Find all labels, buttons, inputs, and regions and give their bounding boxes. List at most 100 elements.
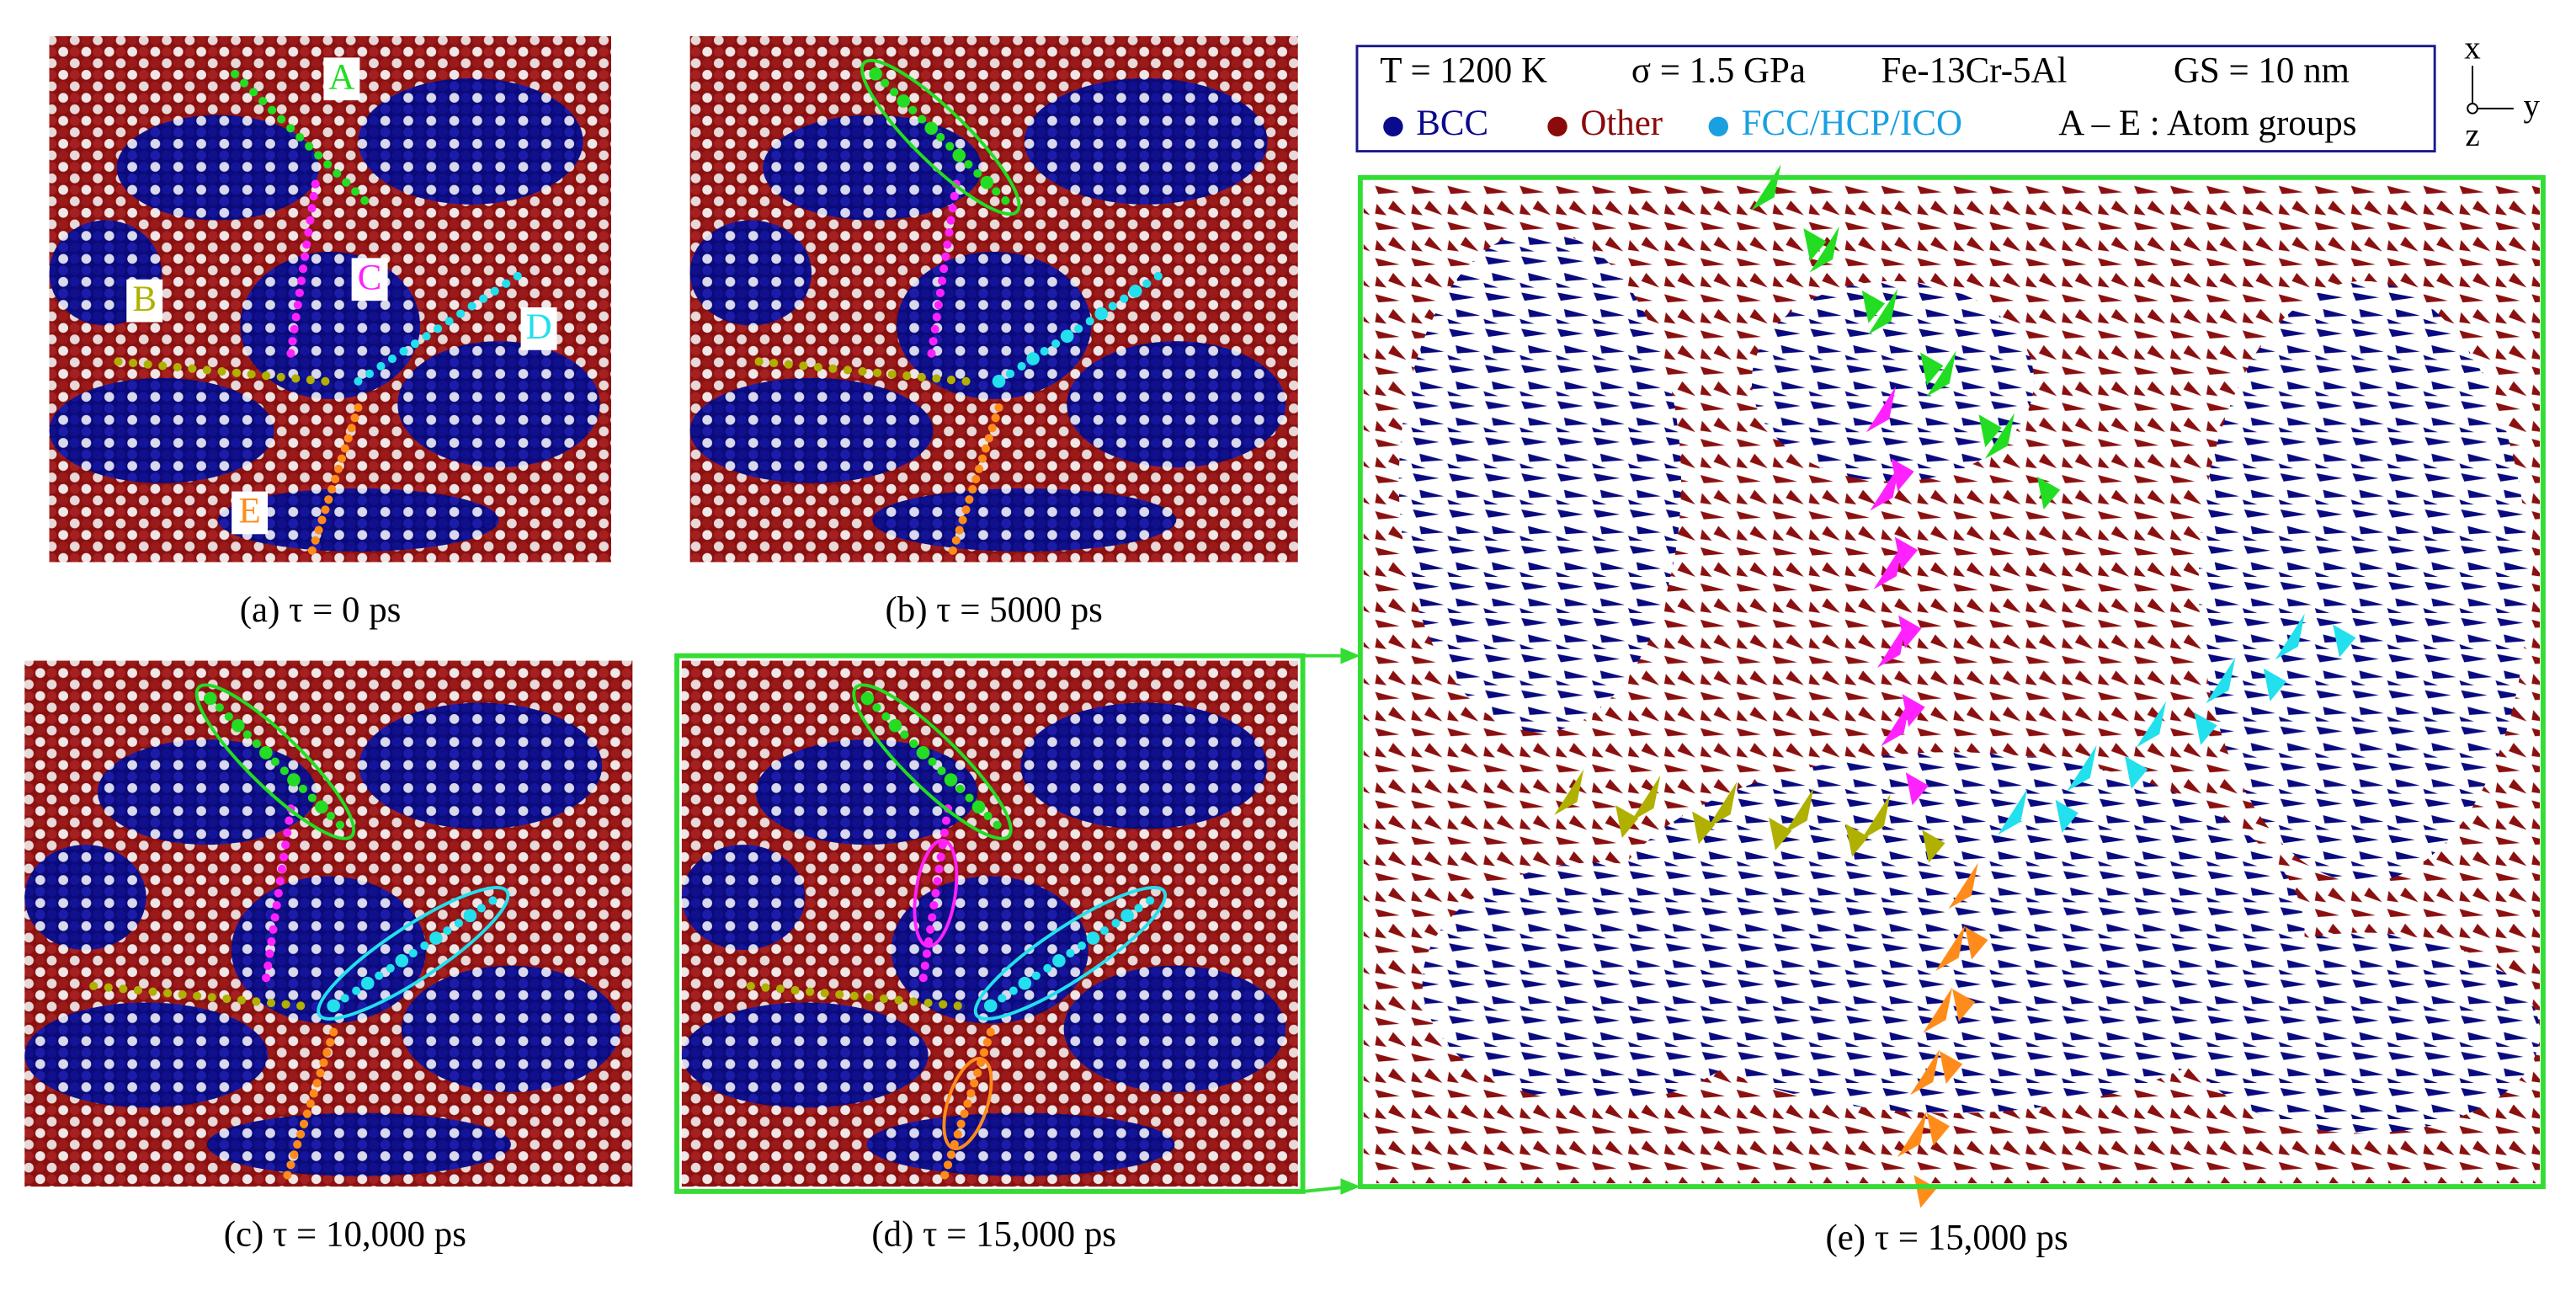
atom-group-atom xyxy=(934,864,944,874)
atom-group-atom xyxy=(922,949,932,958)
atom-group-atom xyxy=(133,985,143,995)
atom-group-atom xyxy=(301,252,310,261)
group-vector xyxy=(1784,787,1814,835)
atom-group-atom xyxy=(970,1079,979,1088)
highlight-frame xyxy=(1357,174,2546,1189)
panel-caption: (a) τ = 0 ps xyxy=(240,590,402,630)
atom-group-atom xyxy=(365,369,375,378)
atom-group-atom xyxy=(351,187,360,196)
bcc-region xyxy=(49,377,274,483)
atom-group-atom xyxy=(849,991,859,1000)
legend-condition: GS = 10 nm xyxy=(2174,51,2350,91)
atom-group-atom xyxy=(932,374,941,383)
atom-group-atom xyxy=(937,766,946,776)
atom-group-atom xyxy=(293,301,302,310)
atom-group-atom xyxy=(352,986,361,995)
atom-group-atom xyxy=(298,784,307,793)
atom-group-atom xyxy=(1043,963,1052,973)
atom-group-atom xyxy=(987,424,997,433)
atom-group-atom xyxy=(240,78,249,88)
atom-group-atom xyxy=(306,1099,315,1108)
atom-group-atom xyxy=(900,730,909,739)
group-vector xyxy=(1965,926,1988,960)
atom-group-atom xyxy=(939,1000,948,1009)
atom-group-atom xyxy=(360,196,370,205)
atom-group-atom xyxy=(746,981,755,991)
atom-group-atom xyxy=(279,766,289,776)
group-label: D xyxy=(526,307,552,347)
group-vector xyxy=(1809,226,1839,273)
group-vector xyxy=(1631,775,1661,822)
atom-group-atom xyxy=(193,991,202,1000)
atom-group-atom xyxy=(162,989,173,998)
atom-group-atom xyxy=(873,368,882,377)
panel-caption: (d) τ = 15,000 ps xyxy=(871,1214,1116,1254)
atom-group-atom xyxy=(188,364,197,373)
atom-group-atom xyxy=(1085,317,1094,326)
atom-group-atom xyxy=(934,301,943,310)
atom-group-atom xyxy=(119,984,128,994)
bcc-region xyxy=(689,377,934,483)
atom-group-atom xyxy=(983,811,993,821)
atom-group-atom xyxy=(843,365,853,375)
atom-group-atom xyxy=(408,948,418,958)
atom-group-atom xyxy=(961,505,971,515)
atom-group-atom xyxy=(943,240,952,249)
atom-group-atom xyxy=(858,367,867,376)
atom-group-atom xyxy=(270,913,279,922)
bcc-region xyxy=(1067,341,1286,468)
atom-group-atom xyxy=(420,941,429,951)
atom-group-atom xyxy=(928,757,937,766)
bcc-region xyxy=(872,488,1177,552)
bcc-region xyxy=(1024,77,1268,205)
atom-group-atom xyxy=(302,240,311,249)
atom-group-atom xyxy=(958,515,967,525)
bcc-vector-region xyxy=(2186,932,2541,1133)
atom-group-atom xyxy=(998,994,1007,1003)
atom-group-atom xyxy=(965,793,974,803)
atom-group-atom xyxy=(769,358,779,368)
atom-group-atom xyxy=(434,324,443,333)
atom-group-atom xyxy=(983,999,998,1013)
atom-group-atom xyxy=(283,828,292,837)
atom-group-atom xyxy=(296,1129,306,1139)
atom-group-atom xyxy=(909,739,918,749)
legend-condition: T = 1200 K xyxy=(1380,51,1547,91)
atom-group-atom xyxy=(513,271,522,280)
group-label-box xyxy=(323,57,360,101)
atom-group-atom xyxy=(953,1129,962,1139)
group-vector xyxy=(1870,464,1900,511)
atom-group-atom xyxy=(288,337,297,346)
bcc-region xyxy=(1020,702,1268,829)
group-vector xyxy=(1905,772,1929,806)
group-vector xyxy=(1978,414,2002,448)
legend-items: BCC Other FCC/HCP/ICO xyxy=(1383,104,1962,143)
atom-group-atom xyxy=(272,900,281,910)
group-label: A xyxy=(328,58,354,98)
atom-group-atom xyxy=(948,546,957,555)
group-vector xyxy=(1873,543,1903,589)
atom-group-atom xyxy=(963,1099,972,1108)
atom-group-atom xyxy=(331,474,340,483)
atom-group-atom xyxy=(104,983,113,992)
atom-group-atom xyxy=(993,820,1002,829)
group-ellipse xyxy=(913,838,959,948)
atom-group-atom xyxy=(274,888,283,898)
bcc-vector-region xyxy=(1751,280,2035,482)
atom-group-atom xyxy=(429,931,443,945)
axis-label: x xyxy=(2464,29,2481,66)
atom-group-atom xyxy=(902,371,912,381)
atom-group-atom xyxy=(955,784,965,793)
bcc-region xyxy=(97,739,317,845)
atom-group-atom xyxy=(224,712,233,721)
atom-group-atom xyxy=(813,363,822,372)
atom-group-atom xyxy=(490,286,499,296)
atom-group-atom xyxy=(956,1119,966,1128)
group-vector xyxy=(1615,805,1639,839)
legend-label: FCC/HCP/ICO xyxy=(1742,104,1962,143)
atom-group-atom xyxy=(835,989,844,1000)
atom-group-atom xyxy=(129,358,138,368)
atom-group-atom xyxy=(259,746,273,760)
group-vector xyxy=(1897,1111,1927,1158)
